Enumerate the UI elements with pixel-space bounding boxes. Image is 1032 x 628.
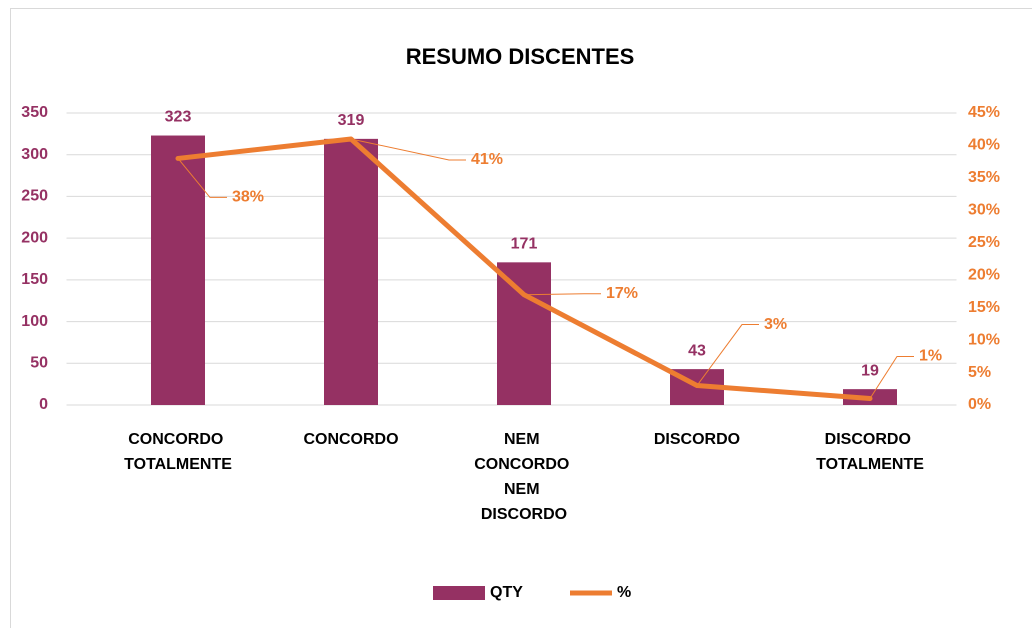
line-value-label: 3% <box>764 316 787 333</box>
y-tick-label: 100 <box>21 313 48 330</box>
bar <box>497 262 551 405</box>
leader-line <box>869 356 914 399</box>
bar-value-label: 171 <box>511 236 538 253</box>
line-value-label: 41% <box>471 151 503 168</box>
bar-value-label: 319 <box>338 112 365 129</box>
y2-tick-label: 45% <box>968 104 1000 121</box>
leader-line <box>350 138 466 161</box>
line-value-label: 17% <box>606 285 638 302</box>
y2-tick-label: 10% <box>968 331 1000 348</box>
y2-tick-label: 35% <box>968 169 1000 186</box>
leader-line <box>523 293 601 296</box>
y2-tick-label: 40% <box>968 137 1000 154</box>
y-tick-label: 50 <box>30 355 48 372</box>
y2-tick-label: 30% <box>968 202 1000 219</box>
legend-label: QTY <box>490 584 523 601</box>
line-value-label: 1% <box>919 348 942 365</box>
x-tick-label: DISCORDO <box>654 431 740 448</box>
x-tick-label: CONCORDO <box>303 431 398 448</box>
y-tick-label: 250 <box>21 188 48 205</box>
y2-tick-label: 25% <box>968 234 1000 251</box>
legend-swatch <box>433 586 485 600</box>
leader-line <box>696 324 759 386</box>
y-tick-label: 200 <box>21 229 48 246</box>
y2-tick-label: 15% <box>968 299 1000 316</box>
legend-label: % <box>617 584 631 601</box>
y-tick-label: 300 <box>21 146 48 163</box>
bar <box>324 138 378 405</box>
bar <box>151 135 205 406</box>
bar-value-label: 43 <box>688 342 706 359</box>
y2-tick-label: 0% <box>968 396 991 413</box>
y2-tick-label: 20% <box>968 266 1000 283</box>
chart-title: RESUMO DISCENTES <box>406 44 635 69</box>
x-tick-label: NEM CONCORDO NEM DISCORDO <box>474 431 574 523</box>
line-value-label: 38% <box>232 189 264 206</box>
bar-value-label: 19 <box>861 362 879 379</box>
leader-line <box>177 158 227 198</box>
y2-tick-label: 5% <box>968 364 991 381</box>
y-tick-label: 150 <box>21 271 48 288</box>
y-tick-label: 0 <box>39 396 48 413</box>
y-tick-label: 350 <box>21 104 48 121</box>
x-tick-label: DISCORDO TOTALMENTE <box>816 431 924 473</box>
bar-value-label: 323 <box>165 109 192 126</box>
x-tick-label: CONCORDO TOTALMENTE <box>124 431 232 473</box>
